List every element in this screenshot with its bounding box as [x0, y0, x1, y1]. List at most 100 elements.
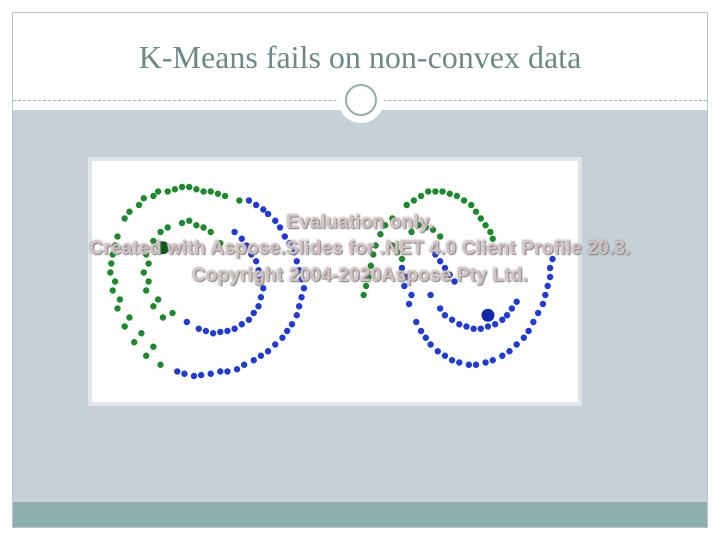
- data-point: [257, 294, 265, 301]
- data-point: [150, 237, 157, 245]
- data-point: [367, 262, 375, 269]
- data-point: [260, 285, 267, 292]
- data-point: [284, 327, 291, 335]
- data-point: [542, 291, 549, 299]
- data-point: [410, 197, 418, 204]
- circle-ornament-ring: [345, 84, 377, 116]
- data-point: [456, 321, 463, 328]
- data-point: [398, 255, 406, 263]
- data-point: [293, 312, 300, 319]
- data-point: [183, 318, 191, 326]
- data-point: [446, 190, 453, 197]
- data-point: [546, 264, 554, 272]
- data-point: [506, 348, 513, 355]
- data-point: [174, 368, 181, 375]
- data-point: [238, 321, 245, 328]
- data-point: [429, 226, 437, 233]
- data-point: [436, 233, 444, 240]
- data-point: [109, 251, 116, 258]
- data-point: [200, 188, 207, 195]
- data-point: [202, 327, 210, 335]
- data-point: [207, 370, 214, 377]
- data-point: [107, 269, 114, 276]
- data-point: [389, 215, 396, 222]
- data-point: [370, 251, 377, 258]
- data-point: [114, 233, 121, 240]
- data-point: [159, 314, 167, 321]
- data-point: [150, 343, 157, 350]
- data-point: [293, 258, 300, 265]
- data-point: [451, 278, 458, 285]
- data-point: [164, 188, 171, 195]
- data-point: [446, 271, 453, 278]
- data-point: [245, 316, 253, 323]
- data-point: [288, 321, 296, 328]
- data-point: [403, 273, 410, 281]
- data-point: [546, 273, 554, 281]
- data-point: [389, 242, 396, 249]
- data-point: [513, 298, 520, 305]
- data-point: [207, 188, 214, 195]
- cluster-1-group: [107, 183, 496, 368]
- data-point: [279, 334, 286, 341]
- data-point: [111, 242, 119, 249]
- data-point: [482, 359, 489, 366]
- data-point: [138, 330, 145, 337]
- data-point: [264, 348, 272, 355]
- data-point: [422, 224, 430, 231]
- data-point: [398, 264, 406, 272]
- data-point: [209, 330, 217, 337]
- data-point: [472, 208, 480, 215]
- data-point: [145, 278, 152, 285]
- data-point: [422, 334, 430, 341]
- data-point: [468, 201, 475, 209]
- data-point: [441, 352, 449, 359]
- data-point: [150, 303, 157, 310]
- data-point: [260, 206, 267, 213]
- data-point: [195, 325, 202, 332]
- data-point: [221, 192, 229, 200]
- data-point: [108, 260, 115, 267]
- cluster-centroid: [156, 241, 170, 255]
- data-point: [439, 188, 446, 195]
- cluster-centroid: [481, 308, 495, 322]
- data-point: [405, 300, 413, 308]
- data-point: [408, 291, 415, 299]
- data-point: [453, 192, 461, 200]
- data-point: [236, 197, 243, 204]
- data-point: [140, 269, 147, 276]
- data-point: [276, 224, 284, 231]
- data-point: [362, 282, 370, 290]
- data-point: [436, 258, 444, 265]
- data-point: [470, 325, 477, 332]
- data-point: [298, 294, 305, 301]
- data-point: [295, 303, 303, 310]
- data-point: [534, 309, 542, 317]
- data-point: [197, 371, 205, 379]
- data-point: [482, 222, 489, 229]
- data-point: [441, 312, 449, 319]
- data-point: [214, 190, 222, 197]
- data-point: [436, 305, 444, 312]
- data-point: [121, 215, 128, 222]
- data-point: [126, 314, 133, 321]
- data-point: [281, 233, 289, 240]
- data-point: [477, 215, 484, 222]
- data-point: [181, 370, 188, 377]
- data-point: [157, 228, 164, 236]
- data-point: [472, 361, 480, 368]
- data-point: [171, 186, 179, 193]
- data-point: [298, 276, 305, 283]
- data-point: [257, 352, 265, 359]
- data-point: [520, 334, 528, 341]
- data-point: [238, 235, 245, 242]
- data-point: [131, 339, 138, 346]
- data-point: [224, 368, 231, 375]
- cluster-2-group: [174, 197, 556, 380]
- data-point: [425, 188, 432, 195]
- data-point: [291, 249, 298, 256]
- data-point: [252, 201, 260, 209]
- data-point: [499, 316, 506, 323]
- data-point: [401, 282, 408, 290]
- data-point: [154, 188, 162, 195]
